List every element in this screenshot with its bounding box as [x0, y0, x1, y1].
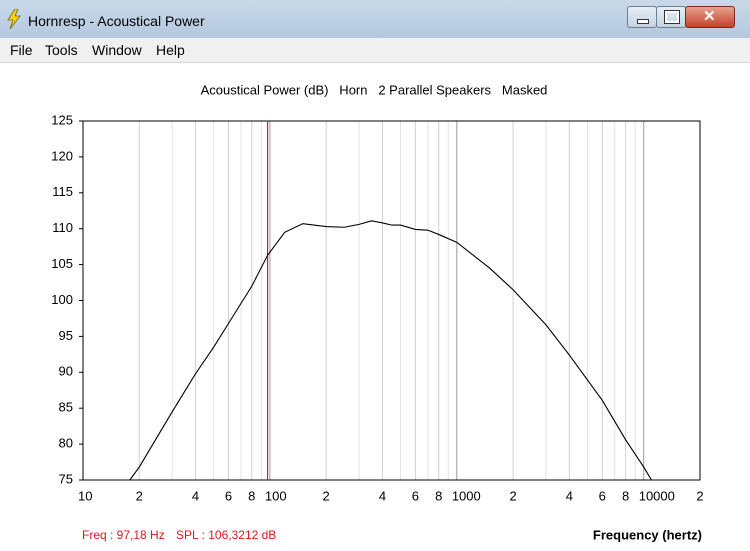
y-tick-label: 95 — [59, 328, 73, 343]
menu-item[interactable]: File — [10, 42, 33, 58]
y-tick-label: 75 — [59, 471, 73, 486]
x-tick-label: 4 — [566, 488, 573, 503]
y-tick-label: 90 — [59, 364, 73, 379]
status-spl: SPL : 106,3212 dB — [176, 528, 276, 542]
x-tick-label: 1000 — [452, 488, 481, 503]
x-tick-label: 2 — [509, 488, 516, 503]
x-tick-label: 8 — [435, 488, 442, 503]
chart-title: Acoustical Power (dB) Horn 2 Parallel Sp… — [201, 82, 548, 97]
x-tick-label: 2 — [696, 488, 703, 503]
close-button[interactable]: ✕ — [685, 6, 735, 28]
x-tick-label: 6 — [225, 488, 232, 503]
x-tick-label: 10 — [78, 488, 92, 503]
menu-item[interactable]: Tools — [45, 42, 78, 58]
y-tick-label: 115 — [52, 184, 73, 199]
window-title: Hornresp - Acoustical Power — [28, 13, 205, 29]
x-tick-label: 4 — [379, 488, 386, 503]
y-tick-label: 125 — [51, 112, 73, 127]
plot-area — [83, 121, 700, 480]
curve — [129, 220, 652, 481]
x-tick-label: 10000 — [639, 488, 675, 503]
status-freq: Freq : 97,18 Hz — [82, 528, 165, 542]
x-tick-label: 4 — [192, 488, 199, 503]
title-bar: Hornresp - Acoustical Power ✕ — [0, 0, 750, 38]
y-tick-label: 100 — [51, 292, 73, 307]
y-tick-label: 105 — [51, 256, 73, 271]
plot-border — [82, 120, 701, 481]
x-tick-label: 2 — [136, 488, 143, 503]
x-tick-label: 8 — [622, 488, 629, 503]
x-tick-label: 2 — [323, 488, 330, 503]
y-tick-label: 85 — [59, 400, 73, 415]
x-tick-label: 6 — [599, 488, 606, 503]
menu-item[interactable]: Window — [92, 42, 142, 58]
minimize-button[interactable] — [627, 6, 657, 28]
y-tick-label: 80 — [59, 436, 73, 451]
x-tick-label: 100 — [265, 488, 287, 503]
x-tick-label: 8 — [248, 488, 255, 503]
app-icon — [7, 9, 21, 29]
x-tick-label: 6 — [412, 488, 419, 503]
menu-bar: File Tools Window Help — [0, 38, 750, 63]
menu-item[interactable]: Help — [156, 42, 185, 58]
y-tick-label: 110 — [52, 220, 73, 235]
x-axis-label: Frequency (hertz) — [593, 527, 702, 542]
y-tick-label: 120 — [51, 148, 73, 163]
